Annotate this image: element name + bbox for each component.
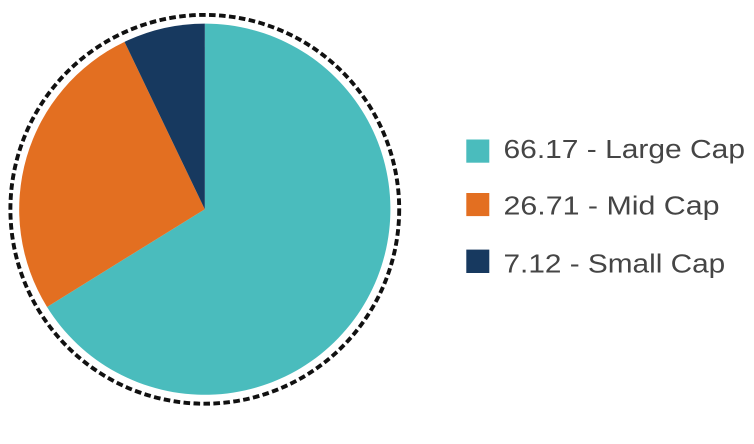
svg-text:7.12 - Small Cap: 7.12 - Small Cap — [504, 249, 726, 279]
svg-text:26.71 - Mid Cap: 26.71 - Mid Cap — [504, 191, 720, 221]
svg-text:66.17 - Large Cap: 66.17 - Large Cap — [504, 134, 746, 164]
